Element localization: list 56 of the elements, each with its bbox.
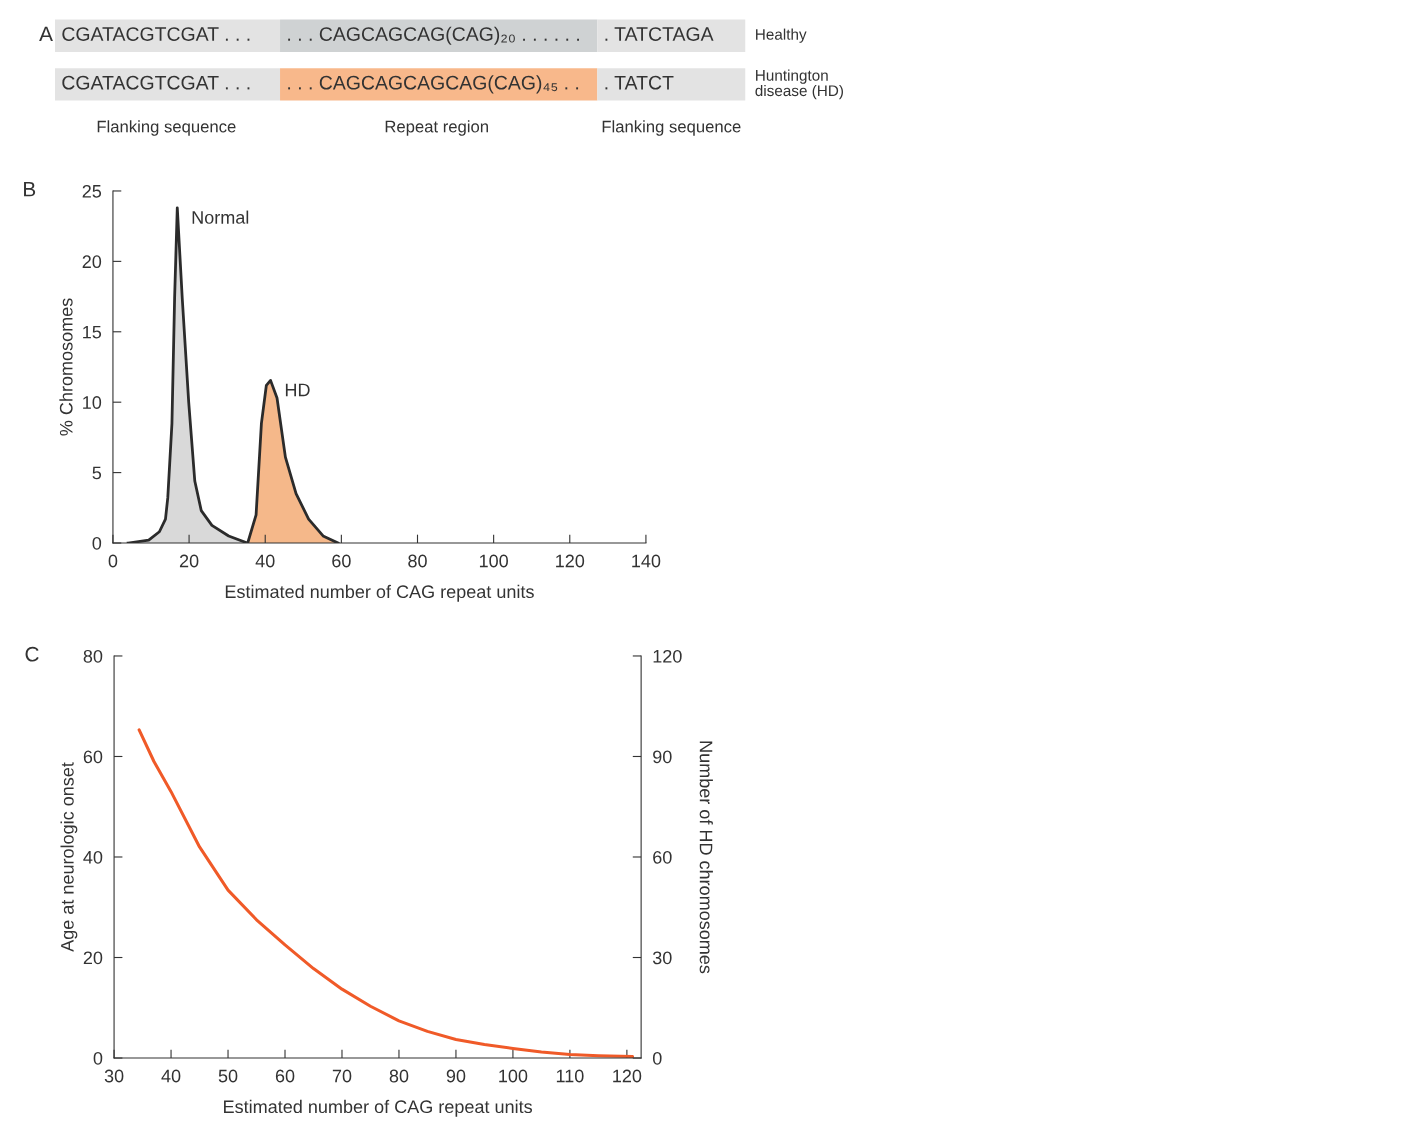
- text: Repeat region: [385, 120, 488, 136]
- y2-tick-label: 0: [652, 1051, 662, 1065]
- y-tick-label: 0: [92, 536, 102, 550]
- text: . . . CAGCAGCAGCAG(CAG)₄₅ . .: [288, 75, 579, 94]
- text: . . . CAGCAGCAG(CAG)₂₀ . . . . . .: [288, 26, 579, 45]
- x-tick-label: 110: [556, 1069, 584, 1083]
- x-axis-title: Estimated number of CAG repeat units: [225, 584, 534, 602]
- y-tick-label: 5: [92, 466, 102, 480]
- x-tick-label: 140: [632, 554, 661, 568]
- series-label: Normal: [192, 210, 249, 224]
- x-tick-label: 40: [255, 554, 275, 568]
- text: CGATACGTCGAT . . .: [62, 75, 250, 90]
- y-tick-label: 40: [83, 850, 103, 864]
- y-tick-label: 15: [83, 325, 102, 339]
- x-tick-label: 90: [446, 1069, 466, 1083]
- x-tick-label: 60: [275, 1069, 295, 1083]
- y2-axis-title: Number of HD chromosomes: [699, 741, 713, 974]
- y-axis-title: % Chromosomes: [59, 298, 73, 436]
- text: Flanking sequence: [97, 120, 236, 136]
- text: Huntington disease (HD): [755, 69, 843, 100]
- text: Healthy: [756, 28, 807, 43]
- y2-tick-label: 30: [652, 951, 672, 965]
- line-series: [137, 728, 635, 1059]
- x-tick-label: 80: [389, 1069, 409, 1083]
- x-tick-label: 80: [408, 554, 427, 568]
- y-tick-label: 80: [83, 649, 103, 663]
- x-tick-label: 0: [108, 554, 118, 568]
- x-tick-label: 120: [556, 554, 585, 568]
- x-tick-label: 70: [332, 1069, 352, 1083]
- y-tick-label: 0: [93, 1051, 103, 1065]
- x-tick-label: 30: [104, 1069, 124, 1083]
- y-tick-label: 20: [82, 255, 102, 269]
- chart-title: B: [24, 182, 36, 197]
- x-axis-title: Estimated number of CAG repeat units: [224, 1099, 533, 1117]
- y2-tick-label: 90: [653, 750, 672, 764]
- chart-title: C: [25, 646, 39, 662]
- y-tick-label: 10: [83, 396, 102, 409]
- y-axis-title: Age at neurologic onset: [60, 762, 78, 952]
- x-tick-label: 60: [332, 554, 351, 568]
- text: CGATACGTCGAT . . .: [62, 27, 250, 41]
- x-tick-label: 50: [218, 1069, 238, 1083]
- series-label: HD: [285, 383, 310, 397]
- x-tick-label: 120: [613, 1069, 642, 1083]
- y-tick-label: 20: [83, 951, 103, 965]
- text: A: [39, 26, 53, 42]
- text: . TATCT: [605, 75, 674, 90]
- y2-tick-label: 120: [653, 649, 682, 663]
- x-tick-label: 20: [179, 554, 199, 568]
- y-tick-label: 25: [82, 184, 102, 198]
- text: . TATCTAGA: [605, 27, 714, 41]
- x-tick-label: 100: [499, 1069, 528, 1083]
- x-tick-label: 40: [161, 1069, 181, 1083]
- y2-tick-label: 60: [653, 850, 672, 864]
- y-tick-label: 60: [83, 750, 103, 764]
- x-tick-label: 100: [479, 554, 508, 568]
- text: Flanking sequence: [602, 120, 741, 136]
